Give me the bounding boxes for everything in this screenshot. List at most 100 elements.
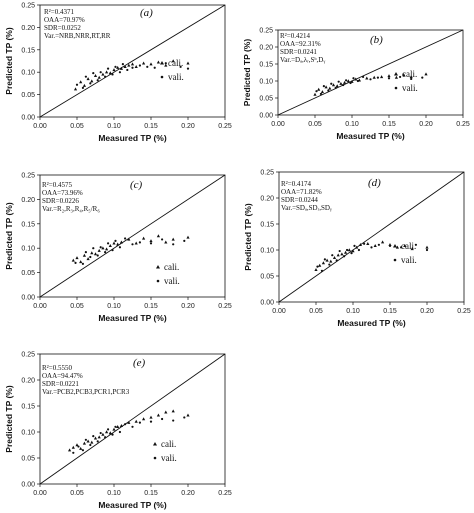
cali-point xyxy=(119,66,123,70)
vali-point xyxy=(138,64,141,67)
x-tick-label: 0.25 xyxy=(456,121,470,128)
vali-point xyxy=(104,75,107,78)
vali-point xyxy=(363,242,366,245)
vali-point xyxy=(111,249,114,252)
vali-point xyxy=(344,79,348,82)
vali-point xyxy=(349,81,352,85)
y-tick-label: 0.00 xyxy=(260,300,274,307)
cali-point xyxy=(424,72,428,76)
vali-point xyxy=(322,85,325,88)
vali-point xyxy=(124,237,127,240)
plot-frame xyxy=(39,174,226,298)
panel-label: (c) xyxy=(130,179,143,191)
cali-point xyxy=(164,410,168,414)
y-tick-label: 0.05 xyxy=(21,92,35,99)
cali-point xyxy=(321,261,325,265)
vali-point xyxy=(183,416,186,419)
y-tick-label: 0.25 xyxy=(21,3,35,10)
cali-point xyxy=(425,245,429,249)
cali-point xyxy=(340,252,344,256)
vali-point xyxy=(323,258,326,261)
cali-point xyxy=(171,59,175,63)
vali-point xyxy=(357,248,361,252)
cali-point xyxy=(93,436,98,440)
cali-point xyxy=(108,431,112,435)
stats-line: OAA=94.47% xyxy=(42,372,83,380)
vali-point xyxy=(84,251,87,254)
cali-point xyxy=(366,241,370,245)
x-axis-label: Measured TP (%) xyxy=(336,131,405,141)
legend-label: vali. xyxy=(161,453,177,463)
vali-point xyxy=(104,251,107,254)
y-tick-label: 0.05 xyxy=(21,270,35,277)
cali-point xyxy=(93,73,98,77)
cali-point xyxy=(73,87,78,91)
vali-point xyxy=(320,269,324,272)
vali-point xyxy=(350,252,353,255)
legend-vali-marker xyxy=(156,279,160,283)
cali-point xyxy=(186,61,190,65)
y-tick-label: 0.00 xyxy=(259,113,273,120)
cali-point xyxy=(127,237,131,241)
cali-point xyxy=(149,239,153,243)
cali-point xyxy=(346,79,350,83)
x-tick-label: 0.00 xyxy=(272,308,286,315)
y-axis-label: Predicted TP (%) xyxy=(243,203,253,271)
vali-point xyxy=(96,79,99,82)
y-tick-label: 0.20 xyxy=(21,25,35,32)
x-tick-label: 0.15 xyxy=(144,303,158,310)
y-axis-label: Predicted TP (%) xyxy=(242,39,252,107)
vali-point xyxy=(138,241,141,244)
vali-point xyxy=(121,63,124,66)
cali-point xyxy=(112,427,116,431)
y-tick-label: 0.15 xyxy=(21,47,35,54)
cali-point xyxy=(82,83,86,87)
vali-point xyxy=(72,451,75,454)
cali-point xyxy=(90,251,94,255)
legend-label: cali. xyxy=(161,439,176,449)
cali-point xyxy=(325,258,329,262)
y-axis-label: Predicted TP (%) xyxy=(4,385,14,453)
y-tick-label: 0.15 xyxy=(21,221,35,228)
cali-point xyxy=(358,243,362,246)
vali-point xyxy=(81,449,85,452)
vali-point xyxy=(106,67,110,70)
y-tick-label: 0.25 xyxy=(260,170,274,177)
scatter-panel-4: 0.00 0.05 0.10 0.15 0.20 0.25 0.00 0.05 0.10 0.15… xyxy=(243,170,471,329)
stats-line: OAA=73.96% xyxy=(42,189,83,197)
one-to-one-line xyxy=(39,4,226,118)
vali-point xyxy=(81,262,85,265)
panel-label: (d) xyxy=(368,177,381,189)
cali-point xyxy=(171,409,175,413)
stats-line: Var.=Dₐ,λᵣ,Sᵇ,Dᵧ xyxy=(280,56,325,64)
cali-point xyxy=(156,413,160,417)
vali-point xyxy=(96,440,99,443)
legend-label: vali. xyxy=(401,255,417,265)
x-tick-label: 0.20 xyxy=(419,121,433,128)
vali-point xyxy=(96,254,99,257)
vali-point xyxy=(146,65,149,68)
cali-point xyxy=(332,256,337,259)
cali-point xyxy=(79,260,83,264)
y-tick-label: 0.20 xyxy=(21,197,35,204)
vali-point xyxy=(362,75,365,79)
cali-point xyxy=(112,241,116,245)
cali-point xyxy=(318,263,322,267)
vali-point xyxy=(331,254,334,257)
vali-point xyxy=(99,71,102,74)
vali-point xyxy=(377,243,380,246)
x-tick-label: 0.05 xyxy=(308,121,322,128)
stats-line: Var.=SDₐ,SDᵣ,SDᵧ xyxy=(281,204,332,212)
x-tick-label: 0.05 xyxy=(70,303,84,310)
plot-frame xyxy=(277,29,464,116)
cali-point xyxy=(82,253,86,257)
y-axis-label: Predicted TP (%) xyxy=(4,27,14,95)
y-tick-label: 0.05 xyxy=(259,96,273,103)
cali-point xyxy=(105,430,109,434)
stats-line: Var.=NRB,NRR,RT,RR xyxy=(44,32,111,40)
vali-point xyxy=(352,77,355,80)
x-tick-label: 0.20 xyxy=(181,123,195,130)
vali-point xyxy=(92,71,95,75)
legend-cali-marker xyxy=(156,265,160,269)
cali-point xyxy=(186,413,190,417)
